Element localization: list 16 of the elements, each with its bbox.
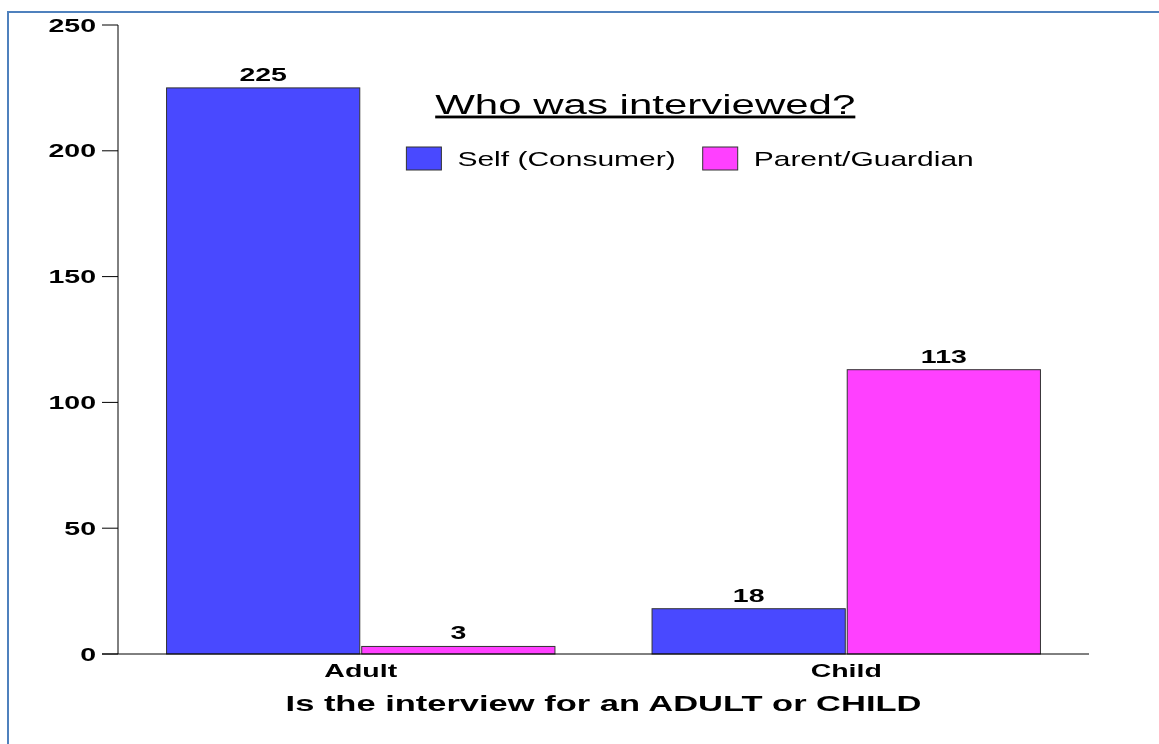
x-axis-title: Is the interview for an ADULT or CHILD [285, 689, 922, 716]
y-tick-label: 200 [48, 140, 96, 162]
y-tick-label: 0 [80, 643, 96, 665]
x-tick-label: Adult [324, 659, 398, 681]
legend-label: Self (Consumer) [457, 147, 676, 170]
y-tick-label: 50 [64, 517, 96, 539]
data-label: 3 [450, 622, 467, 644]
data-label: 225 [239, 63, 287, 85]
data-label: 113 [920, 345, 967, 367]
y-tick-label: 150 [48, 265, 96, 288]
y-tick-label: 250 [48, 14, 96, 36]
text: Who was interviewed? [435, 88, 856, 121]
x-tick-label: Child [810, 659, 882, 681]
y-tick-label: 100 [48, 391, 96, 413]
legend-label: Parent/Guardian [753, 147, 974, 170]
data-label: 18 [732, 584, 765, 606]
